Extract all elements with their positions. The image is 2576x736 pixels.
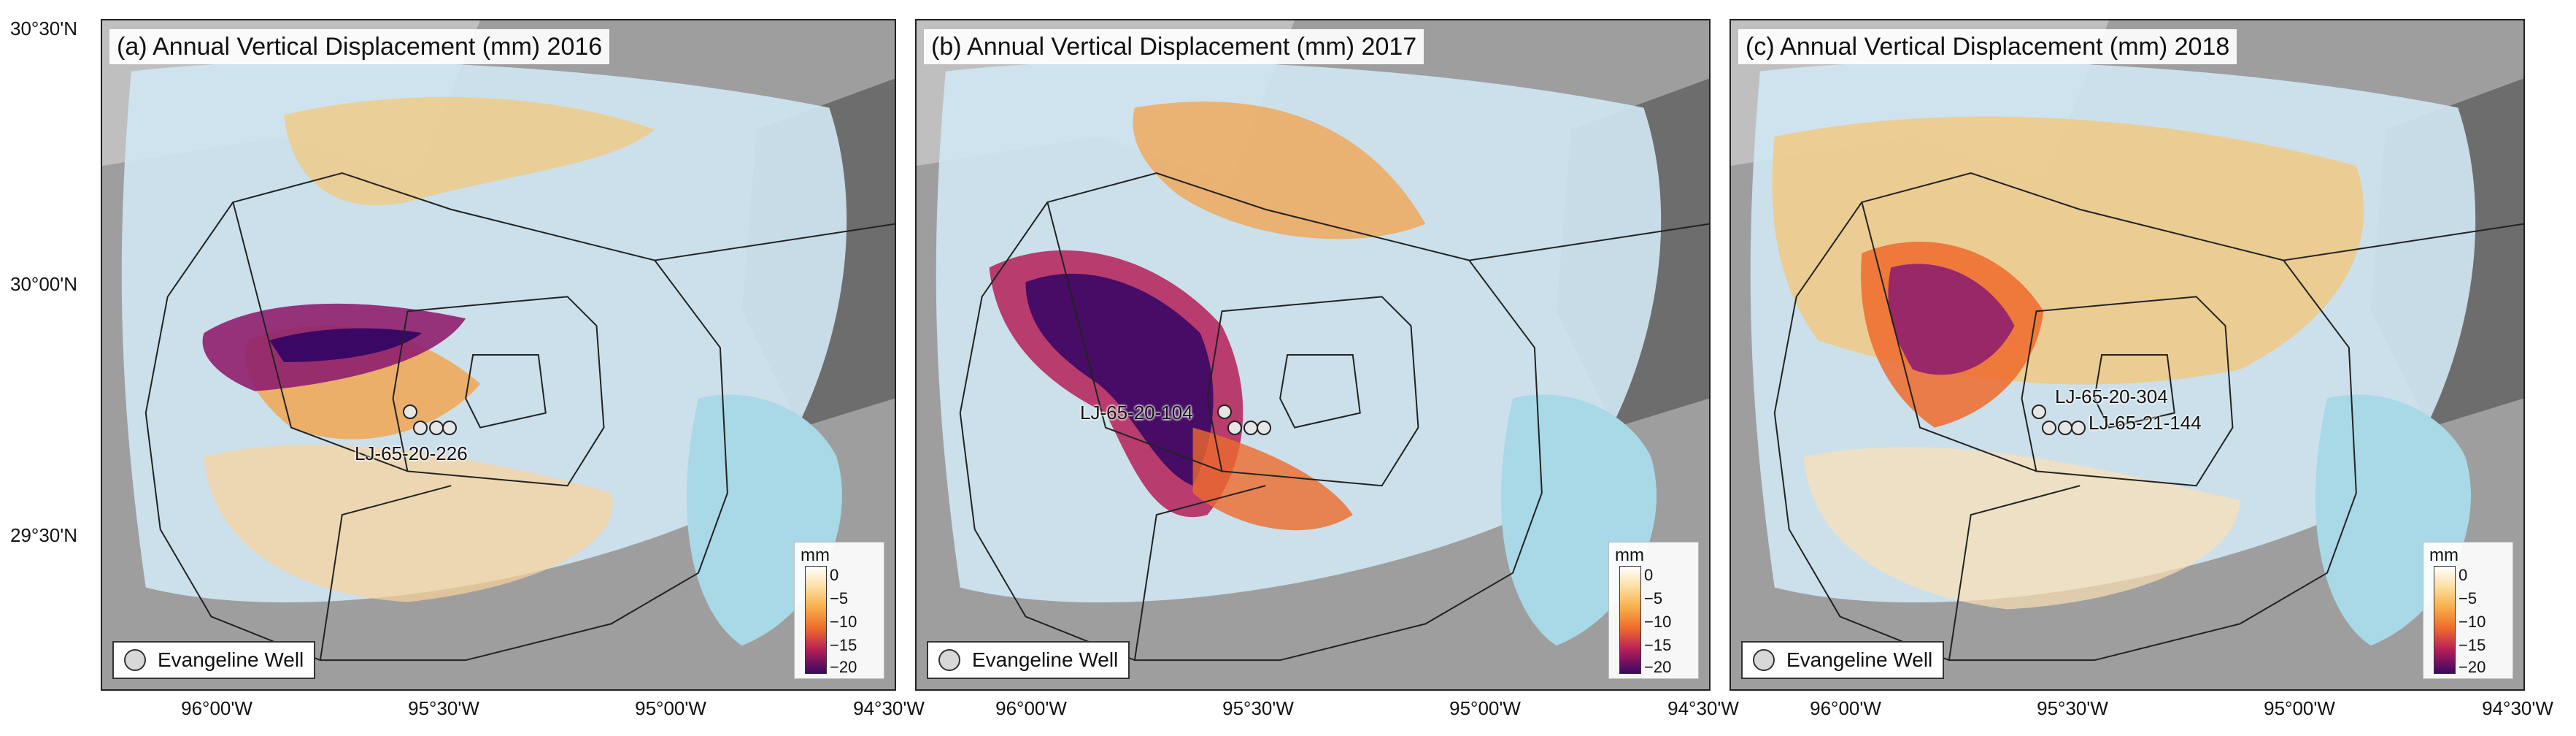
well-legend-symbol (938, 649, 960, 671)
x-tick-label: 95°30'W (408, 697, 479, 719)
well-marker (2071, 421, 2086, 435)
colorbar-tick: −20 (2459, 658, 2486, 676)
colorbar-unit: mm (1615, 545, 1644, 565)
map-legend: Evangeline Well (1741, 641, 1945, 679)
legend-label: Evangeline Well (1786, 648, 1933, 671)
colorbar-tick: −15 (2459, 636, 2486, 654)
colorbar-gradient (1619, 566, 1641, 674)
x-tick-label: 95°30'W (2037, 697, 2108, 719)
x-tick-label: 94°30'W (2482, 697, 2553, 719)
well-legend-symbol (124, 649, 146, 671)
map-panel-2018: (c) Annual Vertical Displacement (mm) 20… (1729, 19, 2525, 691)
y-tick-label: 30°30'N (10, 18, 77, 39)
colorbar-tick: −15 (830, 636, 857, 654)
well-marker (1227, 421, 1242, 435)
colorbar: mm 0 −5 −10 −15 −20 (1608, 542, 1699, 679)
colorbar-unit: mm (801, 545, 830, 565)
well-marker (1217, 405, 1232, 419)
well-label: LJ-65-20-304 (2055, 386, 2168, 407)
displacement-map-2017 (917, 20, 1709, 689)
map-panel-2017: (b) Annual Vertical Displacement (mm) 20… (915, 19, 1711, 691)
well-marker (2042, 421, 2056, 435)
map-panel-2016: (a) Annual Vertical Displacement (mm) 20… (101, 19, 896, 691)
colorbar-tick: 0 (2459, 566, 2468, 584)
well-marker (2032, 405, 2046, 419)
panel-title: (b) Annual Vertical Displacement (mm) 20… (924, 29, 1424, 64)
colorbar: mm 0 −5 −10 −15 −20 (2423, 542, 2513, 679)
colorbar-gradient (2434, 566, 2456, 674)
colorbar-tick: −15 (1644, 636, 1672, 654)
well-label: LJ-65-20-104 (1080, 402, 1193, 423)
colorbar-tick: −10 (830, 613, 857, 631)
colorbar-tick: −5 (830, 589, 849, 607)
displacement-map-2018 (1731, 20, 2523, 689)
colorbar-unit: mm (2429, 545, 2459, 565)
colorbar-tick: −10 (1644, 613, 1672, 631)
x-tick-label: 94°30'W (1667, 697, 1739, 719)
colorbar-tick: −5 (2459, 589, 2477, 607)
well-legend-symbol (1753, 649, 1775, 671)
colorbar-tick: −20 (1644, 658, 1672, 676)
colorbar-gradient (805, 566, 827, 674)
y-tick-label: 30°00'N (10, 273, 77, 295)
well-marker (1243, 421, 1258, 435)
x-tick-label: 96°00'W (995, 697, 1067, 719)
x-tick-label: 95°00'W (635, 697, 706, 719)
map-legend: Evangeline Well (927, 641, 1130, 679)
panel-title: (a) Annual Vertical Displacement (mm) 20… (109, 29, 610, 64)
x-tick-label: 96°00'W (1810, 697, 1881, 719)
displacement-map-2016 (102, 20, 895, 689)
x-tick-label: 94°30'W (853, 697, 925, 719)
colorbar-tick: 0 (1644, 566, 1654, 584)
legend-label: Evangeline Well (972, 648, 1119, 671)
well-marker (403, 405, 417, 419)
y-tick-label: 29°30'N (10, 524, 77, 546)
map-legend: Evangeline Well (112, 641, 316, 679)
well-marker (429, 421, 444, 435)
well-marker (442, 421, 457, 435)
well-marker (413, 421, 428, 435)
x-tick-label: 95°00'W (2264, 697, 2335, 719)
well-label: LJ-65-20-226 (355, 442, 468, 464)
colorbar-tick: −10 (2459, 613, 2486, 631)
colorbar-tick: −5 (1644, 589, 1663, 607)
colorbar-tick: 0 (830, 566, 839, 584)
x-tick-label: 95°00'W (1449, 697, 1521, 719)
x-tick-label: 96°00'W (181, 697, 252, 719)
colorbar: mm 0 −5 −10 −15 −20 (794, 542, 884, 679)
well-marker (1257, 421, 1271, 435)
x-tick-label: 95°30'W (1222, 697, 1294, 719)
legend-label: Evangeline Well (158, 648, 304, 671)
well-marker (2058, 421, 2072, 435)
well-label: LJ-65-21-144 (2089, 412, 2202, 434)
colorbar-tick: −20 (830, 658, 857, 676)
panel-title: (c) Annual Vertical Displacement (mm) 20… (1738, 29, 2237, 64)
